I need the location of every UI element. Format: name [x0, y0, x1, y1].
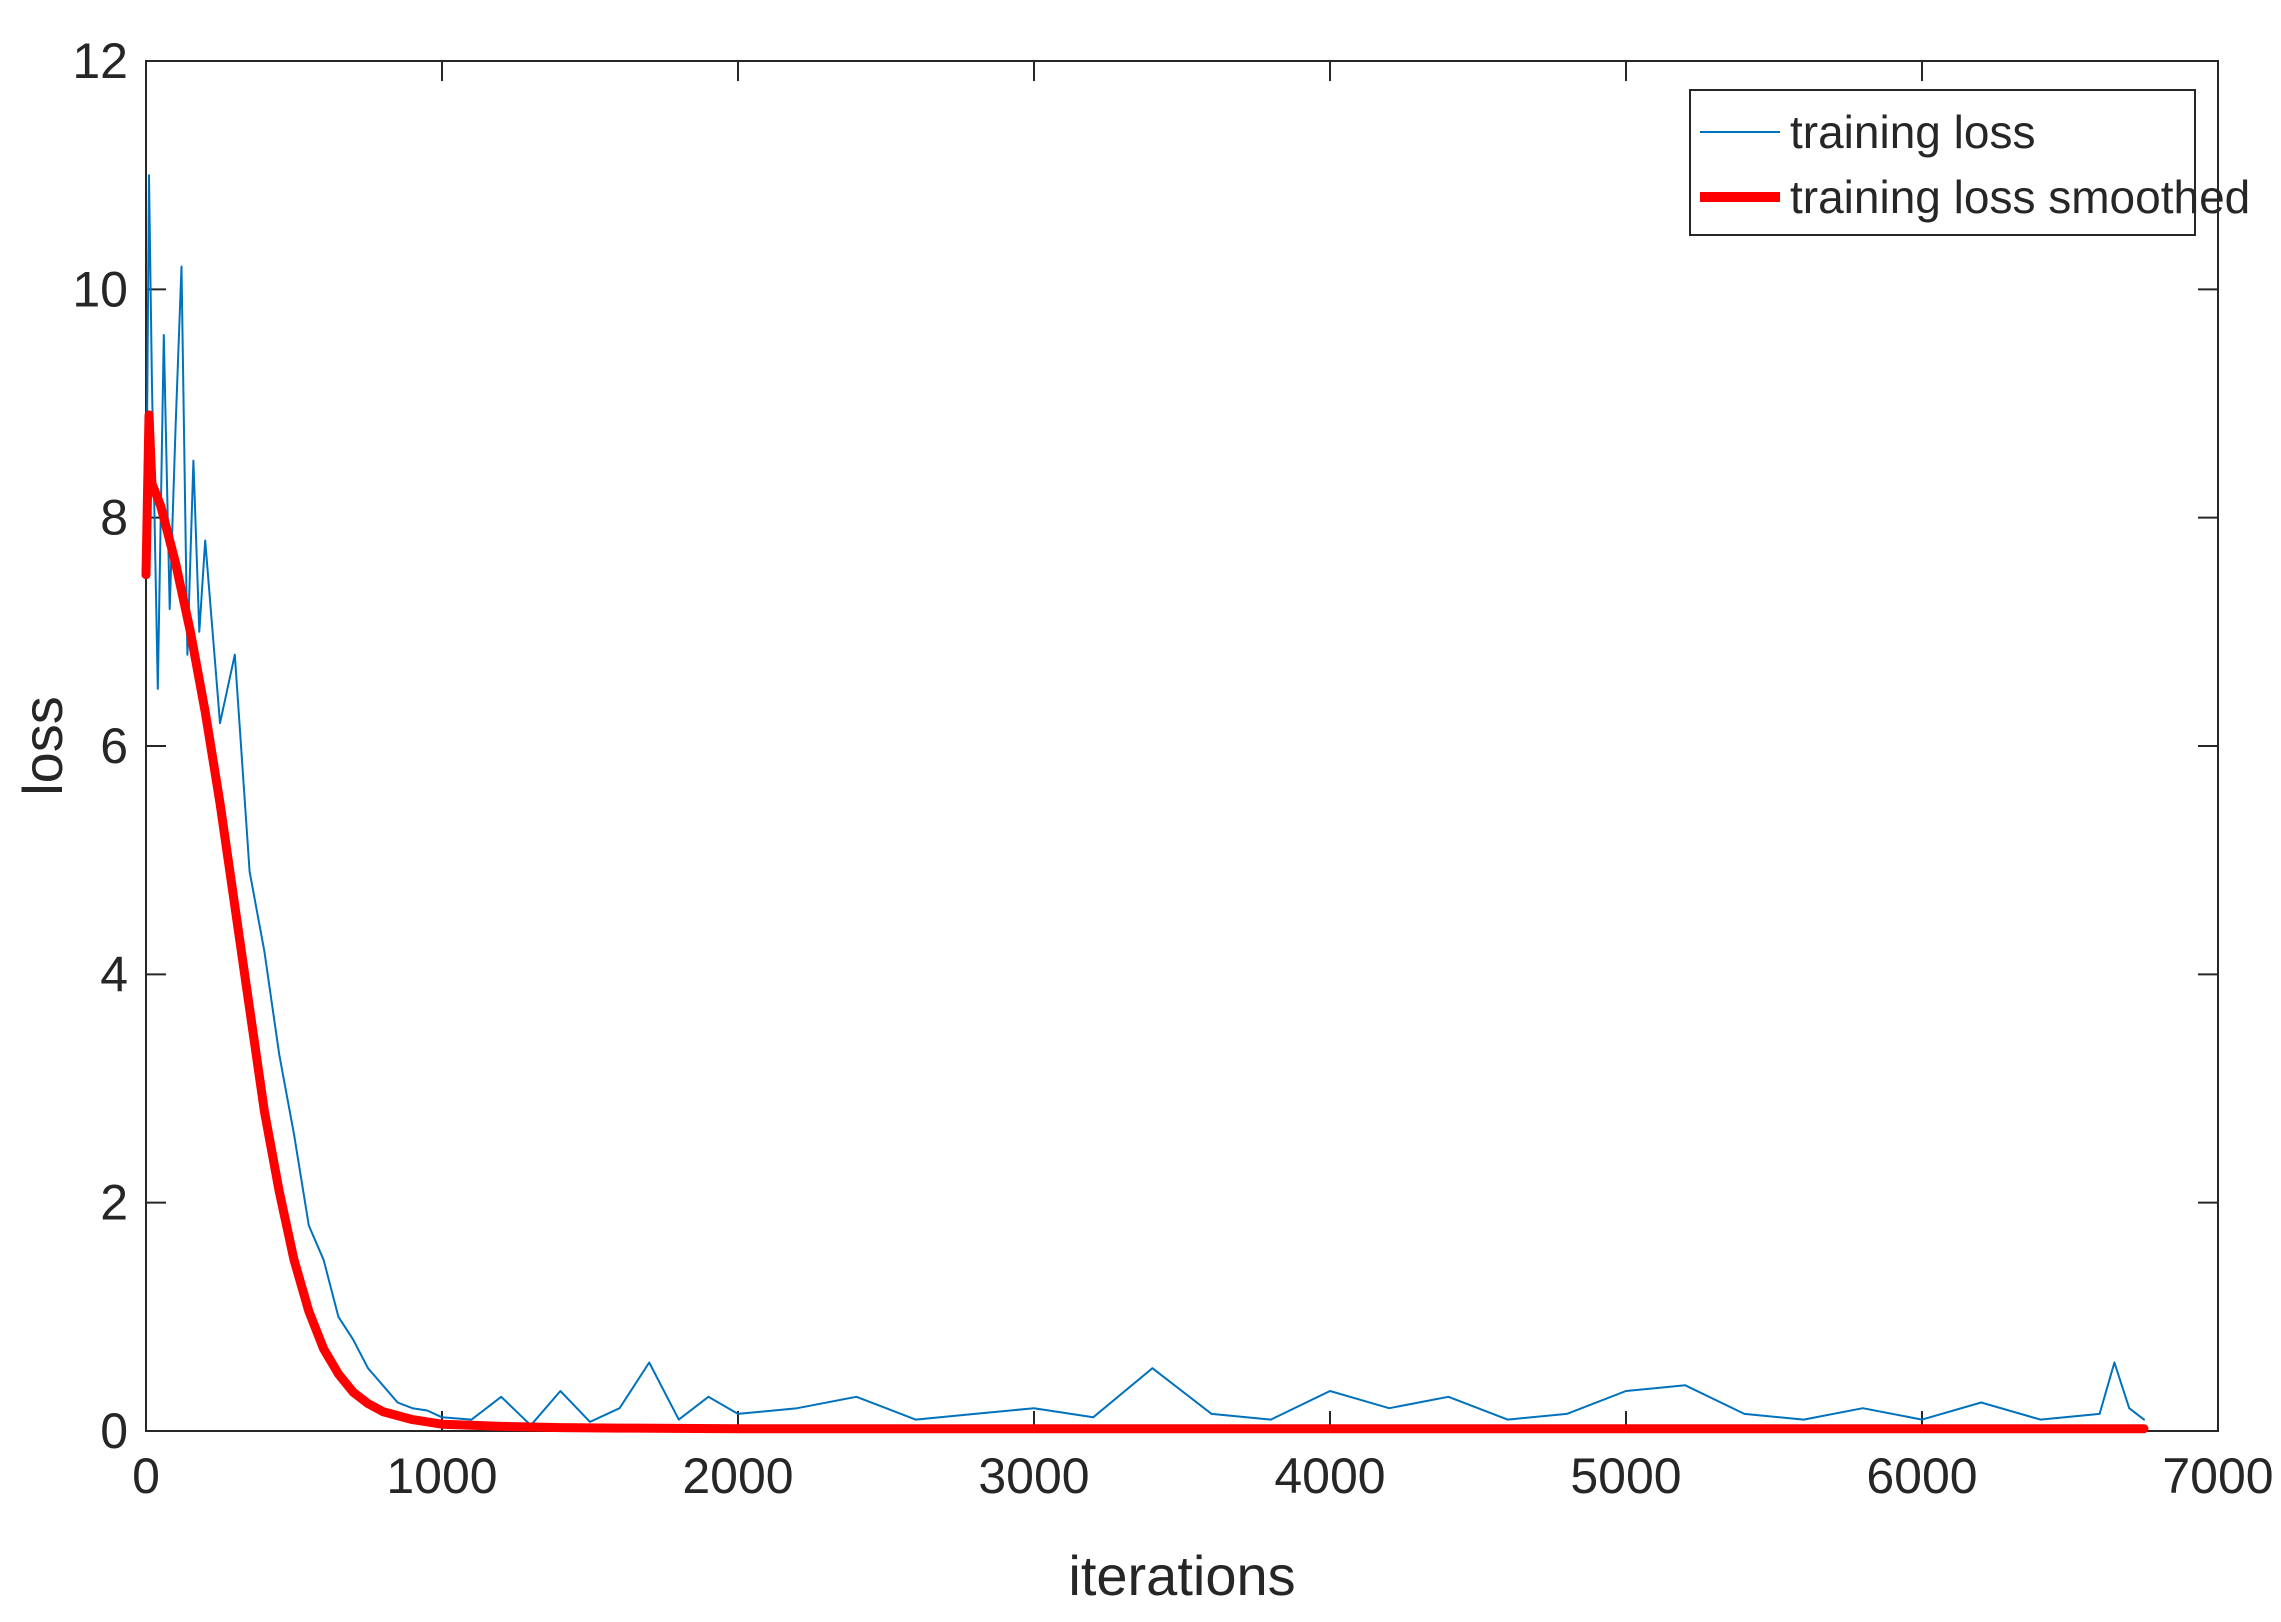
legend: training loss training loss smoothed — [1689, 89, 2250, 236]
series-line-training-loss-smoothed — [141, 410, 2149, 1434]
x-tick-label: 0 — [132, 1448, 160, 1504]
x-tick-label: 7000 — [2162, 1448, 2273, 1504]
tick-labels: 0 1000 2000 3000 4000 5000 6000 7000 0 2 4 6 8 10 12 — [72, 33, 2273, 1504]
series-layer — [141, 174, 2149, 1434]
x-tick-label: 6000 — [1866, 1448, 1977, 1504]
y-tick-label: 2 — [100, 1175, 128, 1231]
y-tick-label: 6 — [100, 718, 128, 774]
legend-label-training-loss-smoothed: training loss smoothed — [1790, 171, 2250, 223]
y-tick-label: 8 — [100, 490, 128, 546]
x-tick-label: 5000 — [1570, 1448, 1681, 1504]
x-tick-label: 4000 — [1274, 1448, 1385, 1504]
x-axis-label: iterations — [1068, 1544, 1295, 1607]
y-tick-label: 12 — [72, 33, 128, 89]
x-tick-label: 1000 — [386, 1448, 497, 1504]
legend-label-training-loss: training loss — [1790, 106, 2035, 158]
y-tick-label: 10 — [72, 261, 128, 317]
axis-ticks — [145, 60, 2219, 1432]
y-tick-label: 0 — [100, 1403, 128, 1459]
x-tick-label: 2000 — [682, 1448, 793, 1504]
plot-area — [145, 60, 2219, 1432]
x-tick-label: 3000 — [978, 1448, 1089, 1504]
y-axis-label: loss — [11, 696, 74, 796]
series-line-training-loss — [145, 174, 2145, 1427]
y-tick-label: 4 — [100, 946, 128, 1002]
legend-box — [1689, 89, 2196, 236]
